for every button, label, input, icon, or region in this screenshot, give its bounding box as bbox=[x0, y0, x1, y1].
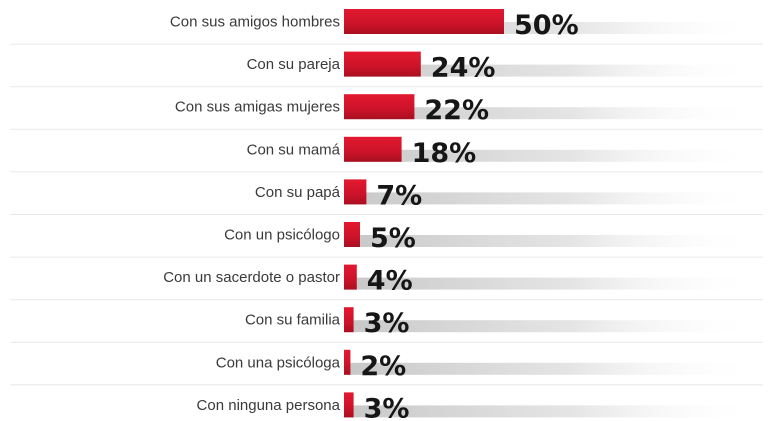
value-label: 2% bbox=[360, 351, 406, 382]
bar bbox=[344, 179, 367, 205]
bar bbox=[344, 264, 357, 290]
category-label: Con sus amigas mujeres bbox=[175, 99, 340, 116]
bar-shadow bbox=[344, 277, 760, 290]
chart-row: Con un psicólogo 5% bbox=[10, 214, 763, 254]
chart-row: Con sus amigos hombres 50% bbox=[170, 9, 760, 41]
value-label: 50% bbox=[514, 10, 579, 41]
category-label: Con su familia bbox=[245, 312, 341, 329]
bar-shadow bbox=[344, 320, 760, 333]
bar bbox=[344, 349, 351, 375]
value-label: 3% bbox=[364, 393, 410, 421]
category-label: Con un psicólogo bbox=[224, 227, 340, 244]
bar-shadow bbox=[344, 405, 760, 418]
chart-row: Con su papá 7% bbox=[10, 171, 763, 211]
value-label: 4% bbox=[367, 266, 413, 297]
category-label: Con su mamá bbox=[247, 141, 341, 158]
bar bbox=[344, 51, 421, 77]
chart-row: Con su mamá 18% bbox=[10, 128, 763, 169]
category-label: Con su papá bbox=[255, 184, 341, 201]
bar bbox=[344, 222, 360, 247]
bar bbox=[344, 307, 354, 333]
category-label: Con ninguna persona bbox=[197, 397, 341, 414]
value-label: 5% bbox=[370, 223, 416, 254]
value-label: 24% bbox=[431, 53, 496, 84]
value-label: 22% bbox=[424, 95, 489, 126]
bar-shadow bbox=[344, 192, 760, 205]
bar-shadow bbox=[344, 362, 760, 375]
category-label: Con un sacerdote o pastor bbox=[163, 269, 340, 286]
bar bbox=[344, 9, 504, 34]
chart-row: Con su pareja 24% bbox=[10, 43, 763, 84]
category-label: Con su pareja bbox=[247, 56, 341, 73]
bar-shadow bbox=[344, 64, 760, 77]
bar-shadow bbox=[344, 235, 760, 247]
bar bbox=[344, 392, 354, 418]
bar bbox=[344, 136, 402, 162]
chart-row: Con ninguna persona 3% bbox=[10, 384, 763, 421]
chart-row: Con un sacerdote o pastor 4% bbox=[10, 256, 763, 297]
category-label: Con una psicóloga bbox=[216, 354, 341, 371]
bar-shadow bbox=[344, 107, 760, 120]
value-label: 7% bbox=[376, 180, 422, 211]
bar-shadow bbox=[344, 149, 760, 162]
chart-row: Con su familia 3% bbox=[10, 299, 763, 339]
chart-row: Con una psicóloga 2% bbox=[10, 341, 763, 382]
chart-rows: Con sus amigos hombres 50% Con su pareja 24… bbox=[10, 9, 763, 421]
bar bbox=[344, 94, 415, 120]
category-label: Con sus amigos hombres bbox=[170, 14, 340, 31]
value-label: 3% bbox=[364, 308, 410, 339]
value-label: 18% bbox=[412, 138, 477, 169]
chart-row: Con sus amigas mujeres 22% bbox=[10, 86, 763, 126]
